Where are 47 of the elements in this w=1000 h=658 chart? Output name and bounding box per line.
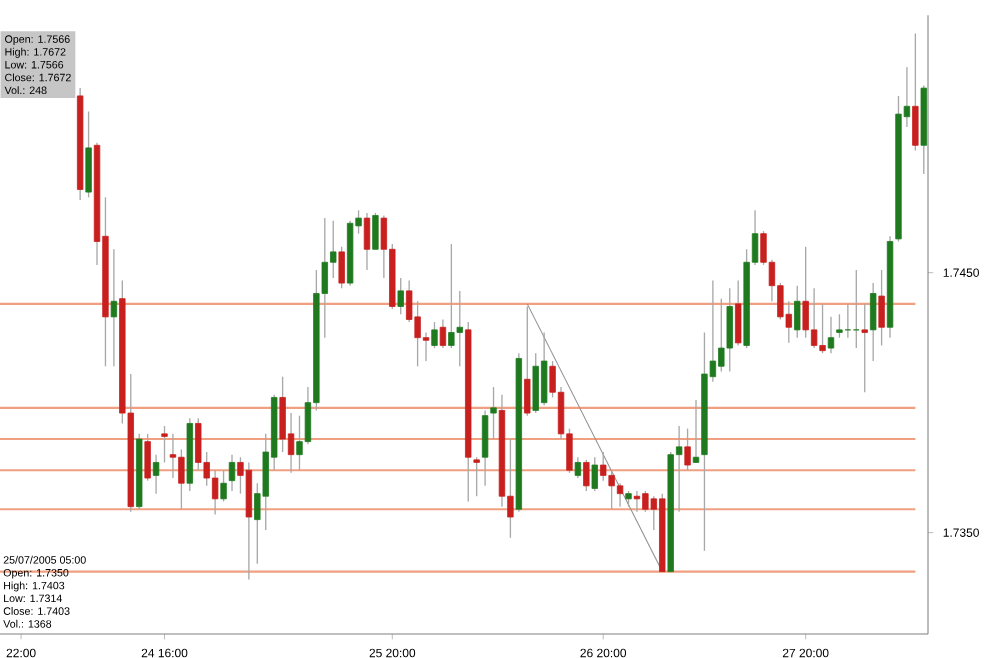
candlestick [583,459,590,492]
candlestick [211,469,219,516]
candlestick [735,279,742,347]
candlestick [692,399,700,464]
candlestick [616,482,624,508]
candlestick [397,277,404,315]
candlestick [794,285,801,339]
candlestick [448,243,455,349]
candlestick [161,425,168,464]
candlestick [684,427,691,471]
candlestick [220,469,227,503]
candlestick [861,303,868,393]
candlestick [481,409,489,487]
candlestick [279,375,286,453]
candlestick [490,386,497,440]
candlestick [878,269,885,347]
candlestick [600,451,607,482]
candlestick [338,246,345,289]
candlestick [439,318,447,349]
candlestick [110,248,118,367]
candlestick [642,490,649,513]
candlestick [591,456,598,492]
candlestick [431,321,438,349]
candlestick [245,461,253,581]
candlestick [473,456,480,497]
candlestick [819,303,826,354]
candlestick [540,331,548,406]
candlestick [152,453,160,495]
candlestick [810,287,818,349]
candlestick [228,453,236,492]
candlestick [853,269,860,349]
candlestick [912,32,919,152]
candlestick [844,303,852,339]
candlestick [178,448,185,510]
candlestick [195,417,202,471]
candlestick [144,433,151,482]
candlestick [372,212,379,250]
candlestick [869,282,877,362]
candlestick [827,316,835,354]
candlestick [836,313,843,339]
candlestick [169,433,177,479]
candlestick [456,290,463,367]
candlestick [574,456,582,479]
candlestick [726,287,733,373]
candlestick [363,212,371,271]
candlestick [85,110,92,198]
candlestick [524,305,531,417]
